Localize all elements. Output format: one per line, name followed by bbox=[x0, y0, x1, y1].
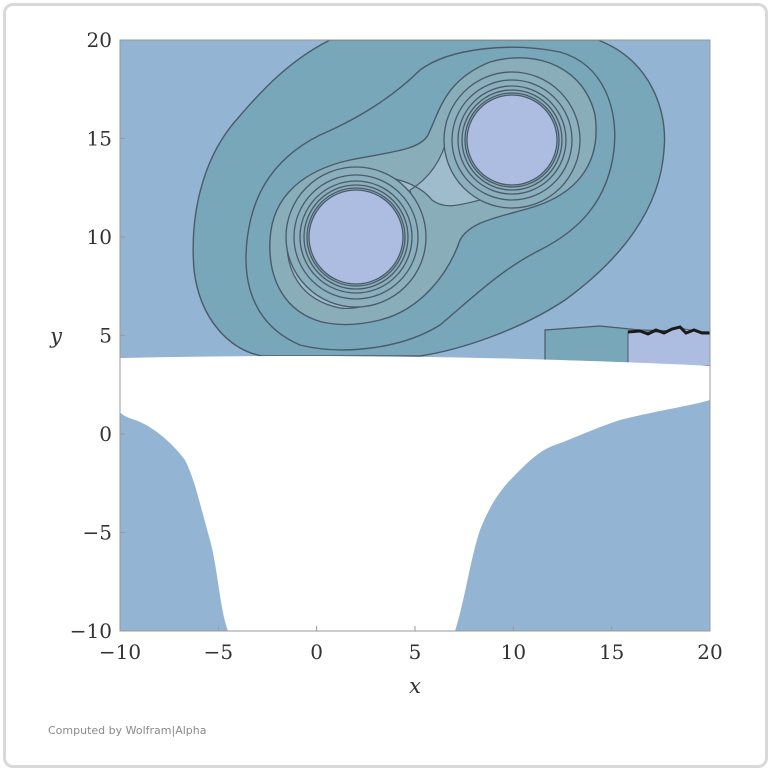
x-tick-label: −5 bbox=[204, 640, 233, 664]
y-axis-ticks: −10 −5 0 5 10 15 20 bbox=[70, 28, 125, 643]
x-tick-label: 15 bbox=[599, 640, 624, 664]
y-tick-label: 20 bbox=[87, 28, 112, 52]
x-axis-label: x bbox=[409, 674, 421, 698]
y-tick-label: 10 bbox=[87, 225, 112, 249]
edge-artifact-line bbox=[627, 325, 710, 336]
undefined-region bbox=[120, 355, 710, 631]
peak-1-region bbox=[308, 189, 404, 285]
x-axis-ticks: −10 −5 0 5 10 15 20 bbox=[99, 626, 723, 664]
y-tick-label: 5 bbox=[99, 324, 112, 348]
x-tick-label: 10 bbox=[501, 640, 526, 664]
y-tick-label: 15 bbox=[87, 127, 112, 151]
y-axis-label: y bbox=[49, 324, 63, 348]
y-tick-label: −5 bbox=[83, 521, 112, 545]
credit-text: Computed by Wolfram|Alpha bbox=[48, 724, 207, 737]
y-tick-label: 0 bbox=[99, 422, 112, 446]
edge-artifact-peak bbox=[627, 327, 710, 367]
plot-area bbox=[120, 40, 710, 631]
peak-2-region bbox=[466, 94, 558, 186]
x-tick-label: 20 bbox=[697, 640, 722, 664]
x-tick-label: 0 bbox=[310, 640, 323, 664]
y-tick-label: −10 bbox=[70, 619, 112, 643]
x-tick-label: 5 bbox=[409, 640, 422, 664]
x-tick-label: −10 bbox=[99, 640, 141, 664]
